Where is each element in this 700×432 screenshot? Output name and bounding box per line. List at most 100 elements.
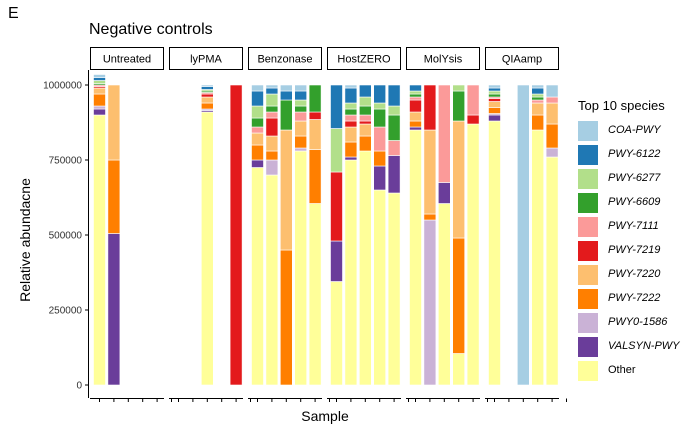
bar-segment-pwy-7111 [265,111,279,119]
bar-segment-coa-pwy [251,84,264,92]
bar-segment-pwy-7219 [466,114,480,125]
facet-strip [485,47,559,70]
bar-segment-pwy-7222 [452,237,466,354]
sample-bar [516,84,530,386]
sample-bar [545,84,559,386]
bar-segment-other [251,167,264,386]
facet-molysis: MolYsis [406,47,488,402]
sample-bar [373,84,387,386]
facet-untreated: Untreated [90,47,172,402]
bar-segment-valsyn-pwy [387,155,401,194]
facet-strip [248,47,322,70]
facet-lypma: lyPMA [169,47,251,402]
bar-segment-other [294,150,308,386]
bar-segment-other [466,123,480,386]
legend-label: PWY0-1586 [608,316,668,328]
bar-segment-pwy-6122 [93,77,106,81]
legend-label: PWY-6609 [608,196,661,208]
bar-segment-pwy-7222 [488,107,501,114]
y-tick-label: 250000 [49,306,83,317]
bar-segment-pwy-6122 [201,86,214,90]
bar-segment-pwy-6122 [373,84,387,104]
bar-segment-pwy-6609 [373,108,387,128]
bar-segment-valsyn-pwy [93,108,106,116]
bar-segment-pwy-6609 [344,108,358,116]
legend-swatch [578,289,598,309]
bar-segment-pwy0-1586 [545,147,559,158]
facet-hostzero: HostZERO [327,47,409,402]
bar-segment-valsyn-pwy [344,156,358,161]
sample-bar [93,74,106,386]
bar-segment-other [330,281,343,386]
y-axis-label: Relative abundacne [17,178,33,302]
facet-strip-label: HostZERO [337,54,391,66]
facet-qiaamp: QIAamp [485,47,567,402]
legend-label: Other [608,364,636,376]
bar-segment-pwy-7219 [409,99,422,113]
facet-strip [90,47,164,70]
bar-segment-pwy-6277 [531,93,545,98]
bar-segment-pwy-6122 [265,87,279,95]
bar-segment-other [488,120,501,386]
bar-segment-coa-pwy [265,84,279,89]
legend-swatch [578,145,598,165]
bar-segment-pwy-6609 [531,96,545,101]
bar-segment-pwy-7220 [308,119,322,150]
facet-benzonase: Benzonase [248,47,330,402]
bar-segment-pwy-7220 [279,129,293,251]
chart-title: Negative controls [89,21,213,38]
sample-bar [279,84,293,386]
bar-segment-pwy-7220 [531,102,545,116]
bar-segment-other [201,111,214,386]
bar-segment-pwy-7220 [251,132,264,146]
bar-segment-pwy-7220 [545,102,559,125]
bar-segment-other [344,159,358,386]
bar-segment-pwy-7111 [437,84,451,183]
bar-segment-pwy-7219 [265,117,279,137]
sample-bar [409,84,422,386]
bar-segment-pwy-7111 [545,96,559,104]
bar-segment-pwy-6277 [294,99,308,107]
bar-segment-pwy-6122 [279,90,293,101]
sample-bar [251,84,264,386]
bar-segment-pwy-7222 [107,159,121,234]
legend-label: PWY-7111 [608,220,659,232]
bar-segment-pwy-6277 [251,105,264,119]
bar-segment-pwy-6609 [308,84,322,113]
sample-bar [330,84,343,386]
bar-segment-coa-pwy [93,74,106,78]
bar-segment-pwy-6122 [330,84,343,129]
bar-segment-coa-pwy [545,84,559,98]
bar-segment-pwy-6122 [531,87,545,95]
bar-segment-pwy-7222 [409,120,422,128]
bar-segment-pwy-6277 [488,90,501,95]
facet-strip-label: lyPMA [190,54,222,66]
bar-segment-valsyn-pwy [330,240,343,282]
bar-segment-pwy-7111 [387,140,401,156]
facet-strip-label: QIAamp [502,54,542,66]
legend-label: PWY-6277 [608,172,661,184]
bar-segment-valsyn-pwy [437,182,451,204]
sample-bar [294,84,308,386]
bar-segment-pwy-6609 [294,105,308,113]
bar-segment-pwy-7222 [308,149,322,204]
legend-label: PWY-7220 [608,268,661,280]
bar-segment-pwy-7219 [308,111,322,120]
bar-segment-other [373,189,387,386]
panel-label: E [8,5,19,22]
bar-segment-coa-pwy [201,84,214,87]
legend: Top 10 species COA-PWY PWY-6122 PWY-6277 PW… [578,98,680,383]
bar-segment-valsyn-pwy [373,165,387,191]
bar-segment-pwy-7219 [330,171,343,242]
bar-segment-pwy-7219 [344,120,358,128]
bar-segment-pwy-6122 [251,90,264,107]
legend-item-pwy-7220: PWY-7220 [578,263,665,287]
y-tick-label: 0 [76,381,82,392]
facet-strip [406,47,480,70]
bar-segment-pwy-7111 [251,126,264,134]
bar-segment-pwy-7111 [294,111,308,122]
bar-segment-pwy-7219 [229,84,243,386]
sample-bar [531,84,545,386]
bar-segment-pwy-7111 [531,99,545,104]
